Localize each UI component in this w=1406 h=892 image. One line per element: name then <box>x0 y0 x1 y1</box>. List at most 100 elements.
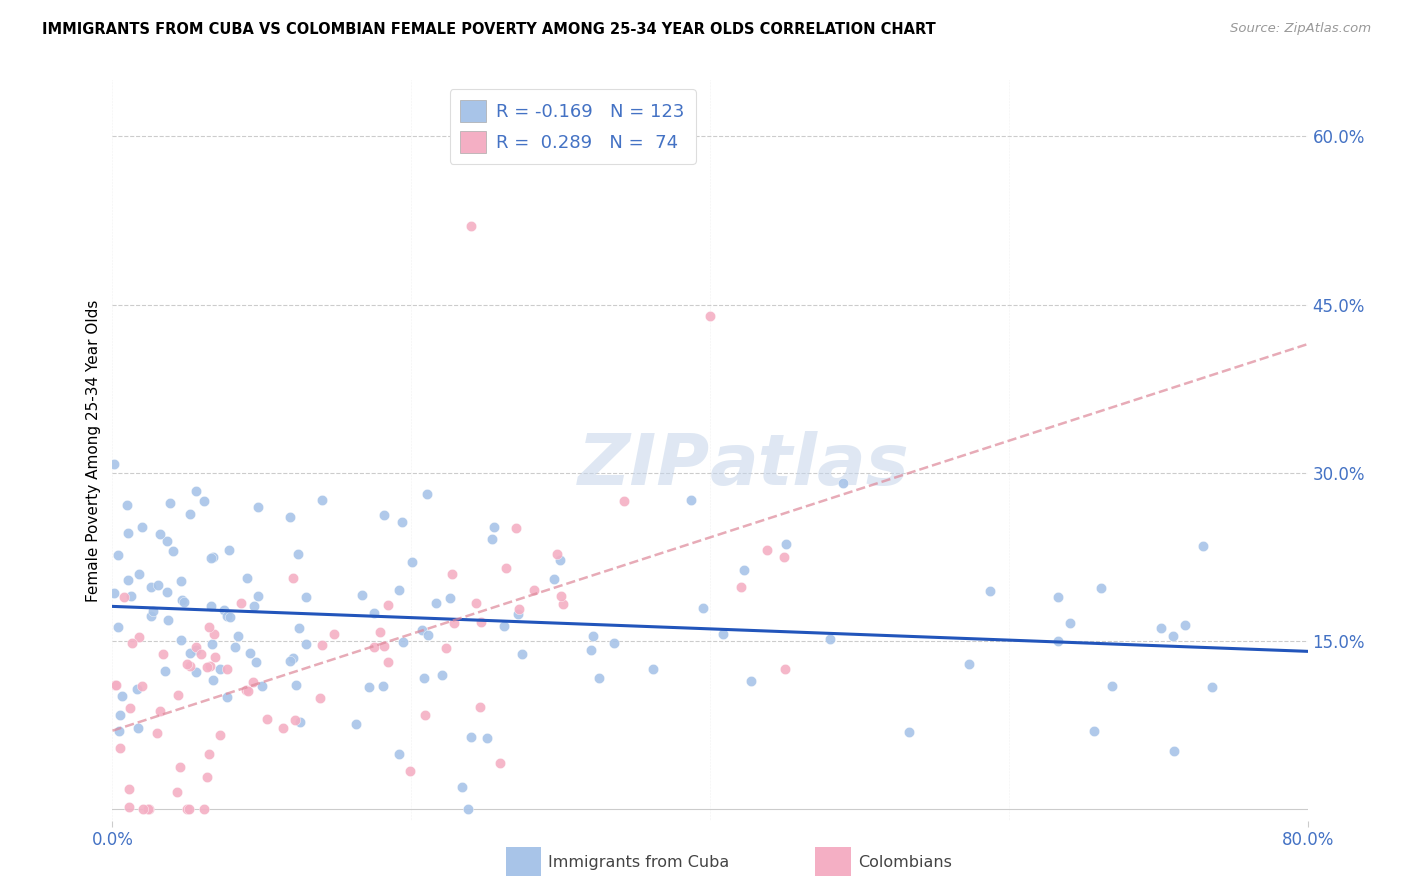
Point <box>200 599 222 613</box>
Point <box>434 640 457 655</box>
Point <box>131 679 153 693</box>
Point <box>1083 723 1105 738</box>
Point <box>309 690 332 705</box>
Point <box>579 642 602 657</box>
Legend: R = -0.169   N = 123, R =  0.289   N =  74: R = -0.169 N = 123, R = 0.289 N = 74 <box>450 89 696 164</box>
Point <box>287 547 309 561</box>
Point <box>548 553 571 567</box>
Point <box>773 549 796 564</box>
Point <box>127 721 149 735</box>
Point <box>179 507 201 521</box>
Point <box>392 635 415 649</box>
Point <box>149 704 172 718</box>
Point <box>112 590 135 604</box>
Point <box>440 567 463 582</box>
Point <box>368 625 391 640</box>
Point <box>118 700 141 714</box>
Point <box>212 603 235 617</box>
Point <box>138 802 160 816</box>
Point <box>602 636 624 650</box>
Point <box>1047 634 1070 648</box>
Point <box>288 714 311 729</box>
Point <box>215 662 238 676</box>
Point <box>218 610 240 624</box>
Point <box>156 585 179 599</box>
Point <box>1101 679 1123 693</box>
Point <box>477 731 499 746</box>
Point <box>510 647 533 661</box>
Point <box>152 647 174 661</box>
Point <box>1163 744 1185 758</box>
Point <box>522 583 544 598</box>
Point <box>818 632 841 647</box>
Point <box>247 589 270 603</box>
Point <box>832 476 855 491</box>
Point <box>546 547 568 561</box>
Point <box>118 799 141 814</box>
Point <box>131 802 153 816</box>
Point <box>460 730 482 744</box>
Point <box>156 613 179 627</box>
Point <box>613 493 636 508</box>
Point <box>581 630 603 644</box>
Point <box>256 712 278 726</box>
Point <box>231 595 253 609</box>
Point <box>166 785 188 799</box>
Point <box>105 678 128 692</box>
Point <box>170 633 193 648</box>
Point <box>373 639 395 653</box>
Point <box>288 621 311 635</box>
Point <box>156 533 179 548</box>
Point <box>201 550 224 565</box>
Point <box>115 499 138 513</box>
Point <box>425 596 447 610</box>
Point <box>204 650 226 665</box>
Point <box>295 637 318 651</box>
Point <box>373 508 395 522</box>
Point <box>1161 630 1184 644</box>
Point <box>209 663 232 677</box>
Point <box>107 549 129 563</box>
Point <box>193 493 215 508</box>
Point <box>217 608 239 623</box>
Point <box>897 725 920 739</box>
Point <box>242 674 264 689</box>
Point <box>141 609 163 624</box>
Point <box>377 598 399 612</box>
Point <box>200 550 222 565</box>
Point <box>190 647 212 661</box>
Point <box>184 640 207 654</box>
Point <box>117 526 139 541</box>
Text: Immigrants from Cuba: Immigrants from Cuba <box>548 855 730 870</box>
Point <box>228 629 250 643</box>
Point <box>104 678 127 692</box>
Point <box>344 716 367 731</box>
Point <box>271 722 294 736</box>
Point <box>149 527 172 541</box>
Point <box>439 591 461 606</box>
Point <box>551 597 574 611</box>
Point <box>699 309 721 323</box>
Point <box>363 640 385 654</box>
Point <box>311 492 333 507</box>
Point <box>201 673 224 687</box>
Point <box>139 581 162 595</box>
Point <box>250 679 273 693</box>
Point <box>138 802 160 816</box>
Point <box>1090 582 1112 596</box>
Point <box>176 657 198 672</box>
Point <box>285 678 308 692</box>
Point <box>278 509 301 524</box>
Point <box>198 747 221 762</box>
Point <box>775 536 797 550</box>
Text: ZIP: ZIP <box>578 431 710 500</box>
Point <box>243 599 266 614</box>
Point <box>224 640 246 654</box>
Point <box>184 642 207 657</box>
Point <box>128 566 150 581</box>
Point <box>239 646 262 660</box>
Point <box>482 519 505 533</box>
Point <box>773 662 796 676</box>
Point <box>413 708 436 723</box>
Point <box>169 760 191 774</box>
